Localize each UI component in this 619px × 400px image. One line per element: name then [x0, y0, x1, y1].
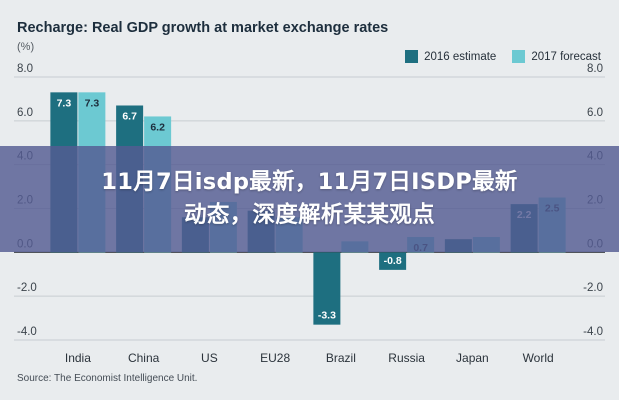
bar-2016-brazil [313, 252, 341, 325]
y-tick-label-left: 6.0 [17, 107, 33, 119]
legend-item-2017: 2017 forecast [512, 50, 601, 63]
x-category-label: Brazil [326, 351, 356, 365]
y-tick-label-left: -2.0 [17, 282, 37, 294]
source-note: Source: The Economist Intelligence Unit. [17, 373, 198, 384]
y-tick-label-left: 8.0 [17, 63, 33, 75]
headline-line-1: 11月7日isdp最新，11月7日ISDP最新 [101, 169, 518, 195]
legend-label-2017: 2017 forecast [531, 50, 601, 63]
legend-label-2016: 2016 estimate [424, 50, 497, 63]
headline-line-2: 动态，深度解析某某观点 [184, 202, 435, 228]
data-label: -3.3 [318, 310, 336, 322]
data-label: 6.7 [122, 110, 137, 122]
y-tick-label-right: 6.0 [587, 107, 603, 119]
data-label: 6.2 [150, 121, 165, 133]
bar-2016-russia [379, 252, 407, 270]
legend-swatch-2016 [405, 50, 419, 63]
y-tick-label-left: -4.0 [17, 326, 37, 338]
x-category-label: EU28 [260, 351, 290, 365]
x-category-label: India [65, 351, 91, 365]
x-category-label: US [201, 351, 218, 365]
unit-label: (%) [17, 41, 35, 53]
x-category-label: China [128, 351, 160, 365]
chart-title: Recharge: Real GDP growth at market exch… [17, 20, 389, 36]
x-category-label: Russia [388, 351, 425, 365]
data-label: -0.8 [384, 255, 402, 267]
x-category-label: Japan [456, 351, 489, 365]
legend-swatch-2017 [512, 50, 526, 63]
headline-banner: 11月7日isdp最新，11月7日ISDP最新 动态，深度解析某某观点 [0, 146, 619, 252]
y-tick-label-right: -4.0 [583, 326, 603, 338]
y-tick-label-right: -2.0 [583, 282, 603, 294]
y-tick-label-right: 8.0 [587, 63, 603, 75]
legend-item-2016: 2016 estimate [405, 50, 496, 63]
data-label: 7.3 [85, 97, 100, 109]
x-category-label: World [523, 351, 554, 365]
legend: 2016 estimate 2017 forecast [405, 50, 601, 63]
data-label: 7.3 [57, 97, 72, 109]
